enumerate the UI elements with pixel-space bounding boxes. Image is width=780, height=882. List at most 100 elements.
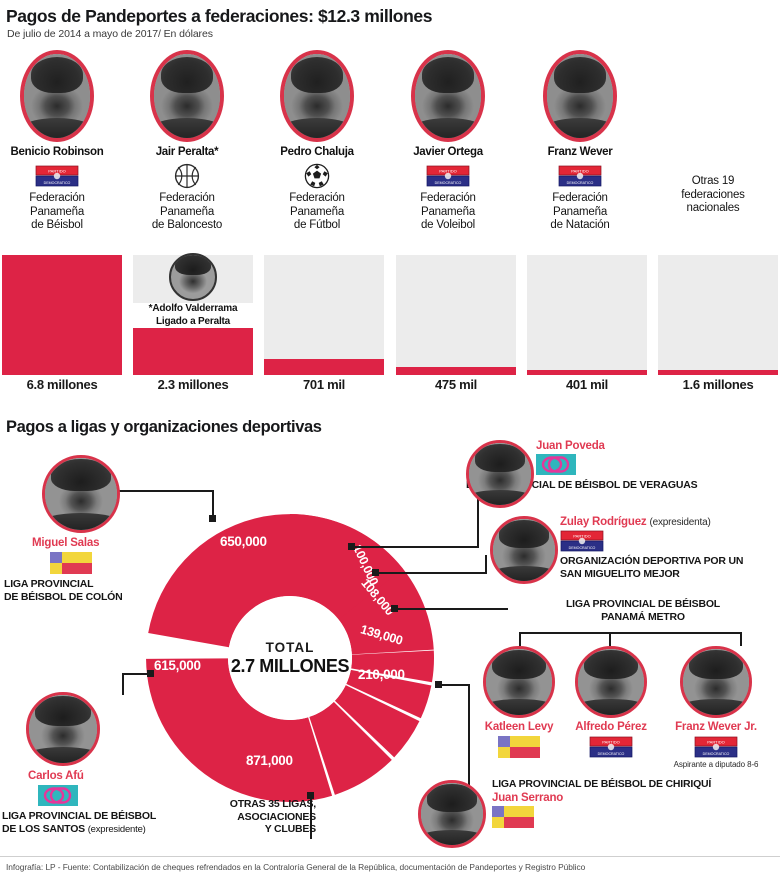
- flag-logo-wrap: [492, 805, 768, 828]
- cd-logo-icon: [536, 454, 576, 475]
- party-logo-prd: PARTIDO DEMOCRATICO: [383, 163, 513, 189]
- donut-label-871000: 871,000: [246, 753, 293, 768]
- prd-logo-icon: PARTIDO DEMOCRATICO: [426, 165, 470, 187]
- group-label-panama-metro: LIGA PROVINCIAL DE BÉISBOL PANAMÁ METRO: [512, 598, 774, 623]
- flag-logo-wrap: [50, 552, 187, 574]
- page-subtitle: De julio de 2014 a mayo de 2017/ En dóla…: [7, 28, 213, 40]
- donut-slice-615000: [148, 514, 403, 648]
- federation-person-name: Javier Ortega: [413, 146, 483, 158]
- flag-logo-wrap: [480, 736, 558, 758]
- flag-logo-icon: [498, 736, 540, 758]
- otras-line3: Y CLUBES: [264, 823, 317, 836]
- connector-chiriqui-v: [468, 684, 470, 806]
- bar-fill: [396, 366, 516, 375]
- bar-column-otras: 1.6 millones: [658, 255, 778, 392]
- person-name: Alfredo Pérez: [575, 721, 647, 733]
- connector-zulay-v: [485, 555, 487, 574]
- person-org: LIGA PROVINCIAL DE BÉISBOL DE LOS SANTOS…: [2, 810, 157, 835]
- flag-logo-icon: [50, 552, 92, 574]
- flag-logo-icon: [492, 805, 534, 828]
- portrait-franz-wever: [543, 50, 617, 142]
- otras-line2: ASOCIACIONES: [237, 810, 316, 823]
- person-card-juan-serrano: LIGA PROVINCIAL DE BÉISBOL DE CHIRIQUÍ J…: [418, 778, 768, 848]
- federation-org: Federación Panameña de Fútbol: [289, 192, 345, 232]
- footer-divider: [0, 856, 780, 857]
- connector-dot: [372, 569, 379, 576]
- svg-text:DEMOCRATICO: DEMOCRATICO: [703, 752, 730, 756]
- sport-icon-basketball: [122, 163, 252, 189]
- federation-org: Federación Panameña de Béisbol: [29, 192, 85, 232]
- bar-track: [527, 255, 647, 375]
- svg-text:PARTIDO: PARTIDO: [707, 740, 724, 745]
- soccerball-icon: [304, 163, 330, 189]
- connector-dot: [348, 543, 355, 550]
- cd-logo-icon: [38, 785, 78, 806]
- svg-text:DEMOCRATICO: DEMOCRATICO: [435, 181, 462, 185]
- federation-column-futbol: Pedro Chaluja Federación Panameña de Fút…: [252, 50, 382, 233]
- group-org-line2: PANAMÁ METRO: [601, 610, 685, 623]
- party-logo-prd: PARTIDO DEMOCRATICO: [0, 163, 122, 189]
- connector-juan-poveda: [351, 546, 479, 548]
- party-logo-prd: PARTIDO DEMOCRATICO: [560, 530, 780, 552]
- federation-column-otras: Otras 19 federaciones nacionales: [648, 50, 778, 216]
- bar-column-beisbol: 6.8 millones: [2, 255, 122, 392]
- donut-svg: [146, 514, 435, 802]
- party-logo-prd: PARTIDO DEMOCRATICO: [515, 163, 645, 189]
- bar-chart: 6.8 millones *Adolfo Valderrama Ligado a…: [0, 253, 780, 392]
- person-card-juan-poveda: Juan Poveda LIGA PROVINCIAL DE BÉISBOL D…: [466, 440, 766, 508]
- person-org: LIGA PROVINCIAL DE BÉISBOL DE COLÓN: [4, 578, 123, 603]
- bar-value-label: 2.3 millones: [157, 377, 229, 392]
- bracket-panama-metro: [519, 632, 741, 634]
- prd-logo-icon: PARTIDO DEMOCRATICO: [589, 736, 633, 758]
- donut-slice-871000: [146, 658, 333, 802]
- connector-miguel-salas-v: [212, 490, 214, 518]
- donut-label-650000: 650,000: [220, 534, 267, 549]
- portrait-alfredo-perez: [575, 646, 647, 718]
- bar-value-label: 401 mil: [566, 377, 608, 392]
- federation-person-name: Jair Peralta*: [155, 146, 219, 158]
- donut-label-615000: 615,000: [154, 658, 201, 673]
- portrait-javier-ortega: [411, 50, 485, 142]
- connector-juan-poveda-v: [477, 492, 479, 548]
- portrait-pedro-chaluja: [280, 50, 354, 142]
- bar-fill: [2, 255, 122, 375]
- valderrama-relation: Ligado a Peralta: [155, 315, 231, 327]
- svg-text:PARTIDO: PARTIDO: [439, 169, 456, 174]
- bar-value-label: 475 mil: [435, 377, 477, 392]
- portrait-miguel-salas: [42, 455, 120, 533]
- bracket-leg-2: [609, 632, 611, 646]
- federation-person-name: Benicio Robinson: [10, 146, 104, 158]
- connector-chiriqui: [438, 684, 470, 686]
- prd-logo-icon: PARTIDO DEMOCRATICO: [35, 165, 79, 187]
- bar-track: [2, 255, 122, 375]
- federation-column-natacion: Franz Wever PARTIDO DEMOCRATICO Federaci…: [515, 50, 645, 233]
- prd-logo-icon: PARTIDO DEMOCRATICO: [558, 165, 602, 187]
- person-name: Juan Serrano: [492, 791, 564, 804]
- svg-text:DEMOCRATICO: DEMOCRATICO: [44, 181, 71, 185]
- federation-column-baloncesto: Jair Peralta* Federación Panameña de Bal…: [122, 50, 252, 233]
- prd-logo-icon: PARTIDO DEMOCRATICO: [694, 736, 738, 758]
- person-name: Zulay Rodríguez (expresidenta): [560, 516, 711, 528]
- portrait-juan-serrano: [418, 780, 486, 848]
- person-org: ORGANIZACIÓN DEPORTIVA POR UN SAN MIGUEL…: [560, 555, 744, 580]
- portrait-juan-poveda: [466, 440, 534, 508]
- person-name: Carlos Afú: [28, 770, 84, 782]
- svg-text:PARTIDO: PARTIDO: [571, 169, 588, 174]
- section-title-ligas: Pagos a ligas y organizaciones deportiva…: [6, 418, 322, 436]
- svg-text:DEMOCRATICO: DEMOCRATICO: [598, 752, 625, 756]
- label-otras-35-ligas: OTRAS 35 LIGAS, ASOCIACIONES Y CLUBES: [198, 798, 316, 836]
- person-name: Franz Wever Jr.: [675, 721, 757, 733]
- bar-value-label: 1.6 millones: [682, 377, 754, 392]
- svg-text:PARTIDO: PARTIDO: [573, 534, 590, 539]
- person-card-alfredo-perez: Alfredo Pérez PARTIDO DEMOCRATICO: [570, 646, 652, 758]
- person-name: Miguel Salas: [32, 537, 100, 549]
- person-card-miguel-salas: Miguel Salas LIGA PROVINCIAL DE BÉISBOL …: [4, 455, 187, 603]
- person-note: Aspirante a diputado 8-6: [673, 760, 759, 769]
- connector-dot: [391, 605, 398, 612]
- cd-logo-wrap: [536, 454, 766, 475]
- connector-miguel-salas: [98, 490, 214, 492]
- federation-column-beisbol: Benicio Robinson PARTIDO DEMOCRATICO Fed…: [0, 50, 122, 233]
- connector-carlos-afu: [122, 673, 150, 675]
- federation-column-voleibol: Javier Ortega PARTIDO DEMOCRATICO Federa…: [383, 50, 513, 233]
